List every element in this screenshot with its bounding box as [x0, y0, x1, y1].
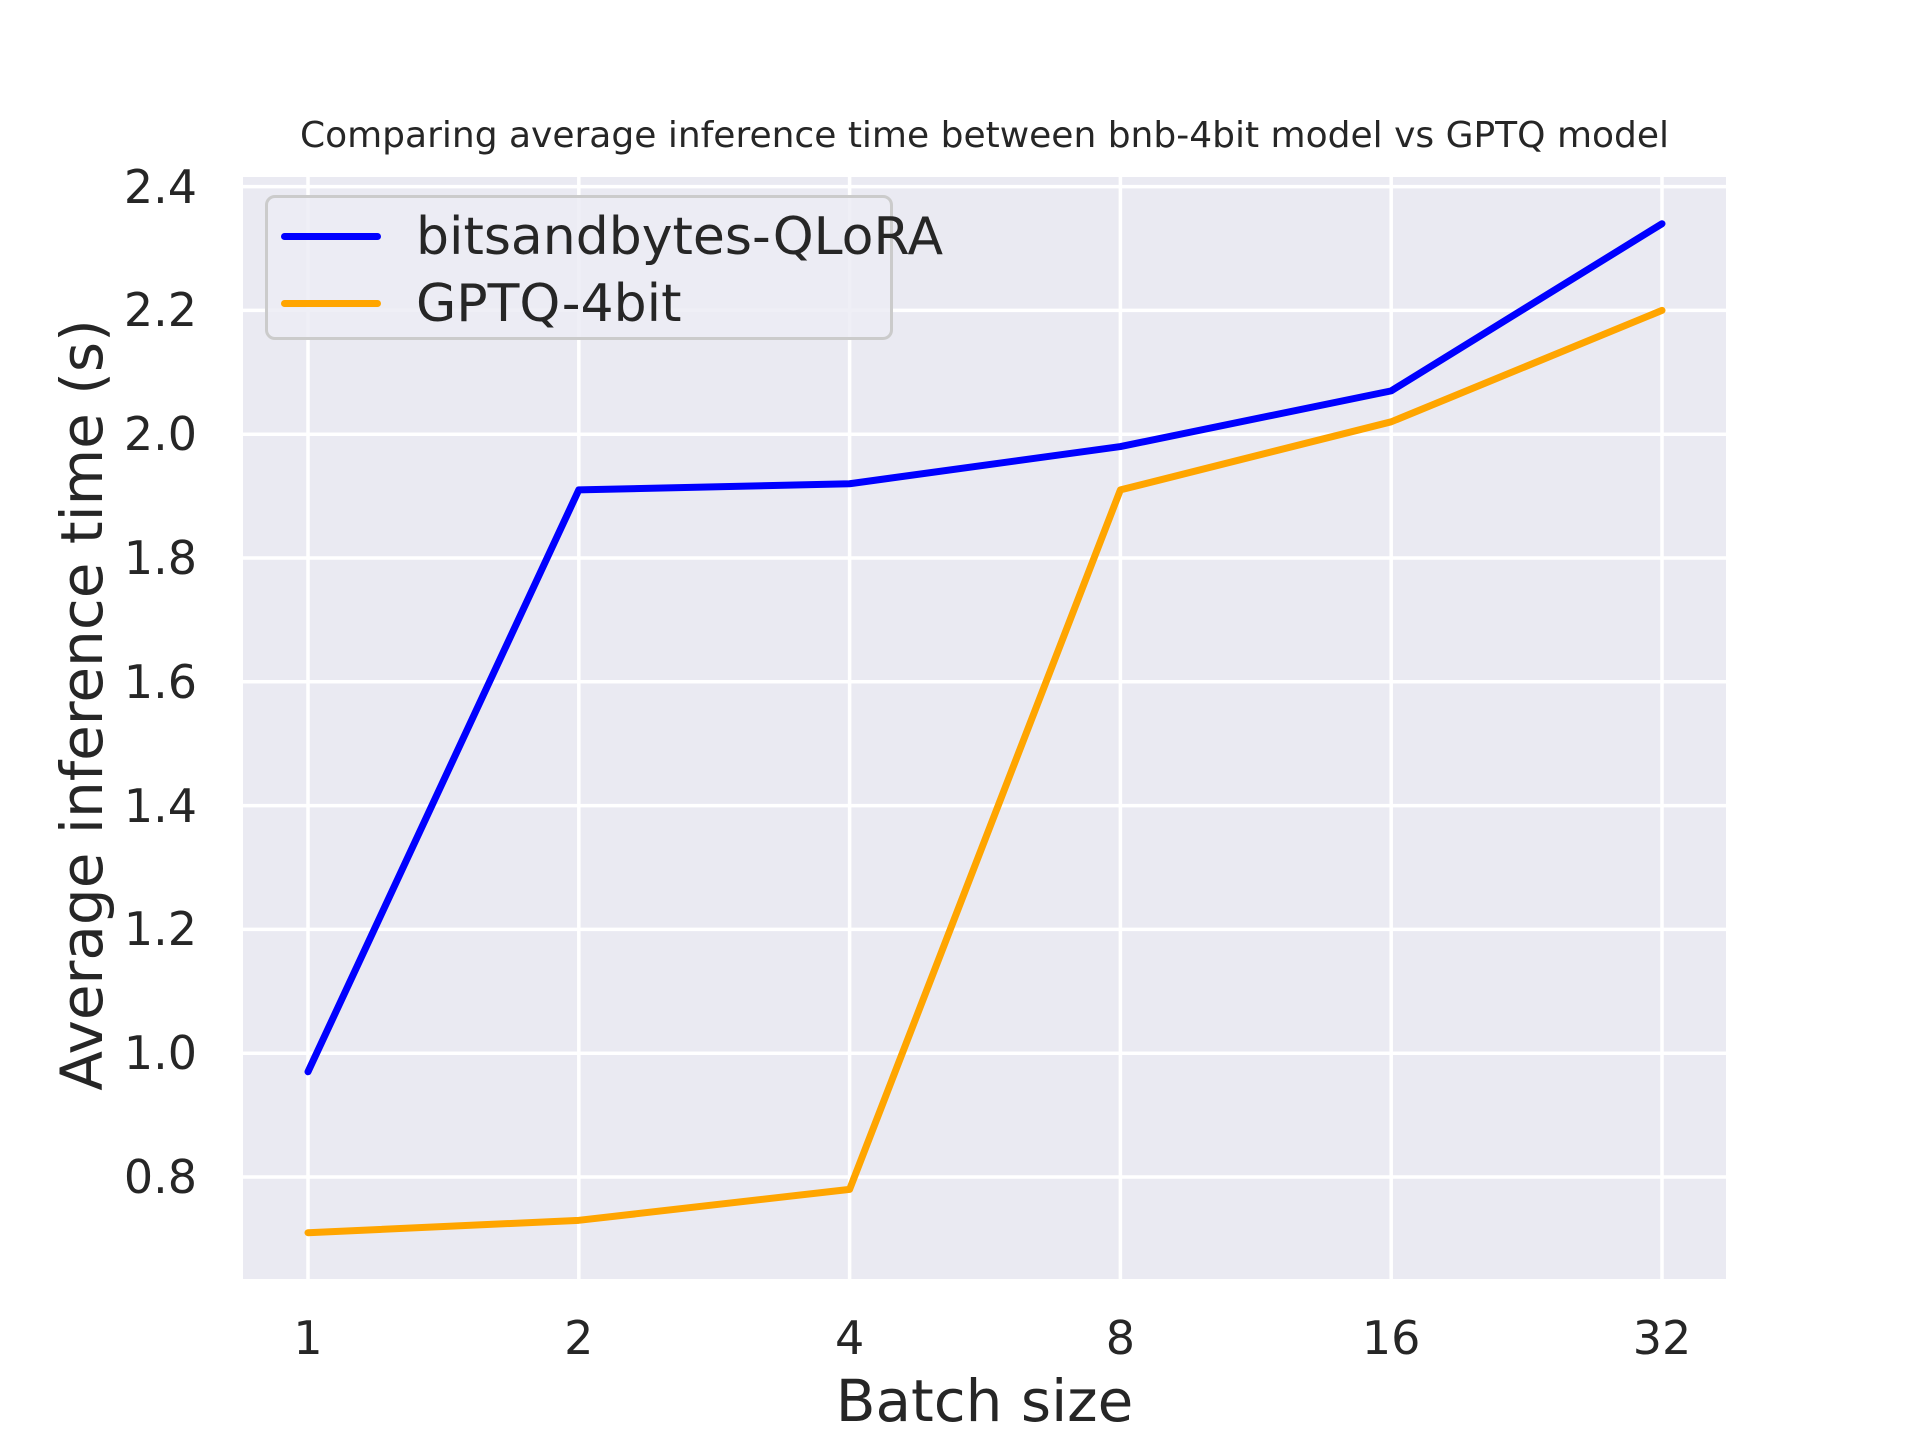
y-tick-label: 1.2: [123, 902, 197, 957]
x-tick-label: 2: [564, 1311, 594, 1365]
chart-svg: [243, 177, 1726, 1279]
x-axis-label: Batch size: [835, 1367, 1134, 1435]
y-tick-label: 1.6: [123, 654, 197, 709]
y-tick-label: 1.0: [123, 1026, 197, 1081]
legend-entry: GPTQ-4bit: [268, 270, 890, 337]
series-line-gptq-4bit: [304, 306, 1666, 1237]
x-tick-label: 32: [1632, 1311, 1692, 1365]
y-tick-label: 2.4: [123, 159, 197, 214]
legend-label: bitsandbytes-QLoRA: [416, 206, 944, 267]
x-tick-label: 8: [1105, 1311, 1136, 1365]
y-tick-label: 1.4: [123, 778, 197, 833]
x-tick-label: 1: [293, 1311, 323, 1365]
legend: bitsandbytes-QLoRA GPTQ-4bit: [265, 195, 943, 340]
legend-entry: bitsandbytes-QLoRA: [268, 203, 943, 270]
chart-title: Comparing average inference time between…: [299, 115, 1670, 156]
legend-line-sample: [281, 233, 381, 240]
series-line-bitsandbytes-qlora: [304, 220, 1666, 1076]
legend-line-sample: [281, 300, 381, 307]
y-tick-label: 0.8: [123, 1150, 197, 1204]
y-tick-label: 1.8: [123, 531, 197, 585]
x-tick-label: 16: [1361, 1311, 1421, 1365]
legend-label: GPTQ-4bit: [416, 273, 682, 334]
y-axis-label: Average inference time (s): [48, 319, 116, 1091]
y-tick-label: 2.0: [123, 407, 197, 462]
y-tick-label: 2.2: [123, 283, 197, 338]
plot-area: [243, 177, 1726, 1279]
x-tick-label: 4: [834, 1311, 865, 1365]
